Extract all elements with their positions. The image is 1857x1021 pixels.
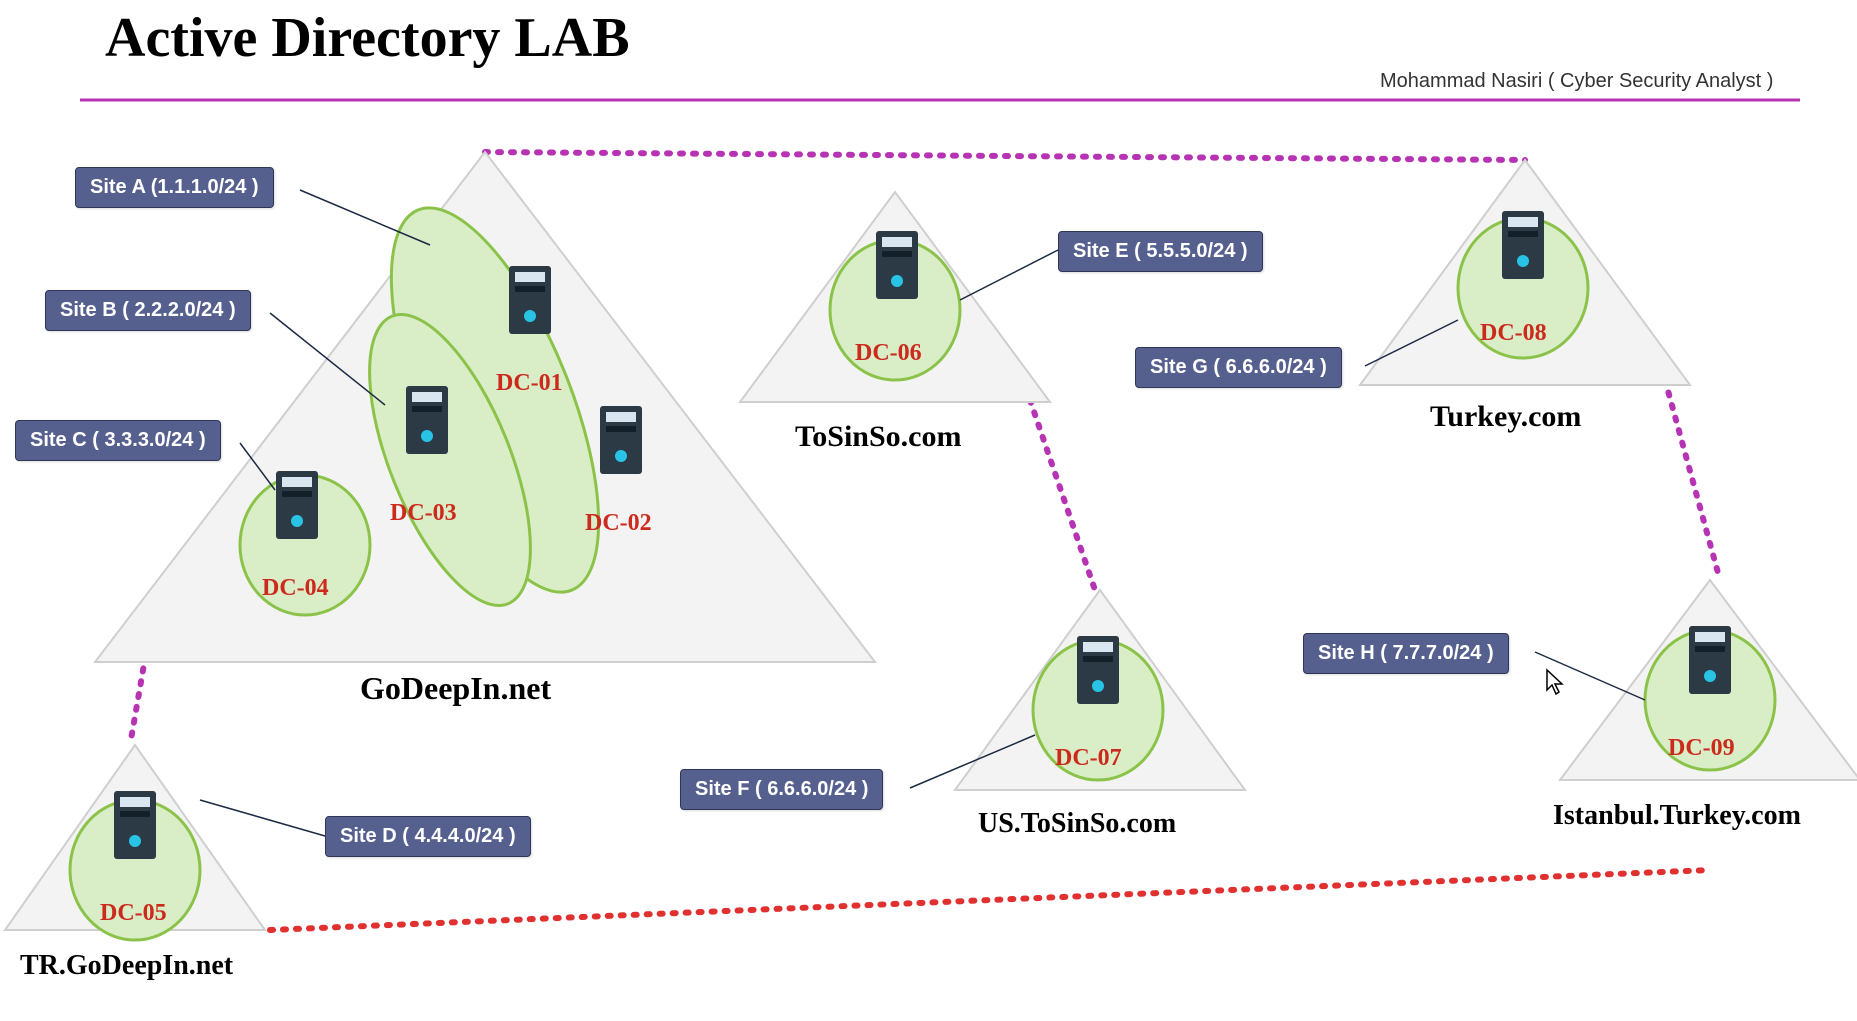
site-badge-siteF: Site F ( 6.6.6.0/24 ) [680, 769, 883, 810]
site-badge-siteB: Site B ( 2.2.2.0/24 ) [45, 290, 251, 331]
site-badge-siteG: Site G ( 6.6.6.0/24 ) [1135, 347, 1342, 388]
badge-connector [200, 800, 325, 836]
dc-label-dc04: DC-04 [262, 575, 329, 602]
server-dc03 [406, 386, 448, 454]
dc-label-dc05: DC-05 [100, 900, 167, 927]
domain-label-ustosinso: US.ToSinSo.com [978, 808, 1176, 840]
domain-label-tosinso: ToSinSo.com [795, 420, 961, 454]
badge-connector [960, 250, 1058, 300]
server-dc06 [876, 231, 918, 299]
diagram-svg [0, 0, 1857, 1021]
dc-label-dc01: DC-01 [496, 370, 563, 397]
server-dc07 [1077, 636, 1119, 704]
dc-label-dc08: DC-08 [1480, 320, 1547, 347]
server-dc02 [600, 406, 642, 474]
dotted-link [485, 152, 1525, 160]
dotted-link [270, 870, 1710, 930]
dotted-link [1030, 400, 1095, 590]
cursor-icon [1545, 668, 1565, 696]
server-dc08 [1502, 211, 1544, 279]
domain-label-turkey: Turkey.com [1430, 400, 1581, 434]
site-badge-siteA: Site A (1.1.1.0/24 ) [75, 167, 274, 208]
site-badge-siteE: Site E ( 5.5.5.0/24 ) [1058, 231, 1263, 272]
dc-label-dc09: DC-09 [1668, 735, 1735, 762]
dc-label-dc07: DC-07 [1055, 745, 1122, 772]
server-dc01 [509, 266, 551, 334]
server-dc05 [114, 791, 156, 859]
domain-label-istanbul: Istanbul.Turkey.com [1553, 800, 1801, 832]
domain-label-trgodeepin: TR.GoDeepIn.net [20, 950, 233, 982]
server-dc04 [276, 471, 318, 539]
site-badge-siteH: Site H ( 7.7.7.0/24 ) [1303, 633, 1509, 674]
server-dc09 [1689, 626, 1731, 694]
dc-label-dc02: DC-02 [585, 510, 652, 537]
domain-label-godeepin: GoDeepIn.net [360, 670, 551, 707]
dc-label-dc06: DC-06 [855, 340, 922, 367]
site-badge-siteC: Site C ( 3.3.3.0/24 ) [15, 420, 221, 461]
dotted-link [1665, 380, 1720, 580]
dc-label-dc03: DC-03 [390, 500, 457, 527]
site-badge-siteD: Site D ( 4.4.4.0/24 ) [325, 816, 531, 857]
diagram-canvas: Active Directory LAB Mohammad Nasiri ( C… [0, 0, 1857, 1021]
